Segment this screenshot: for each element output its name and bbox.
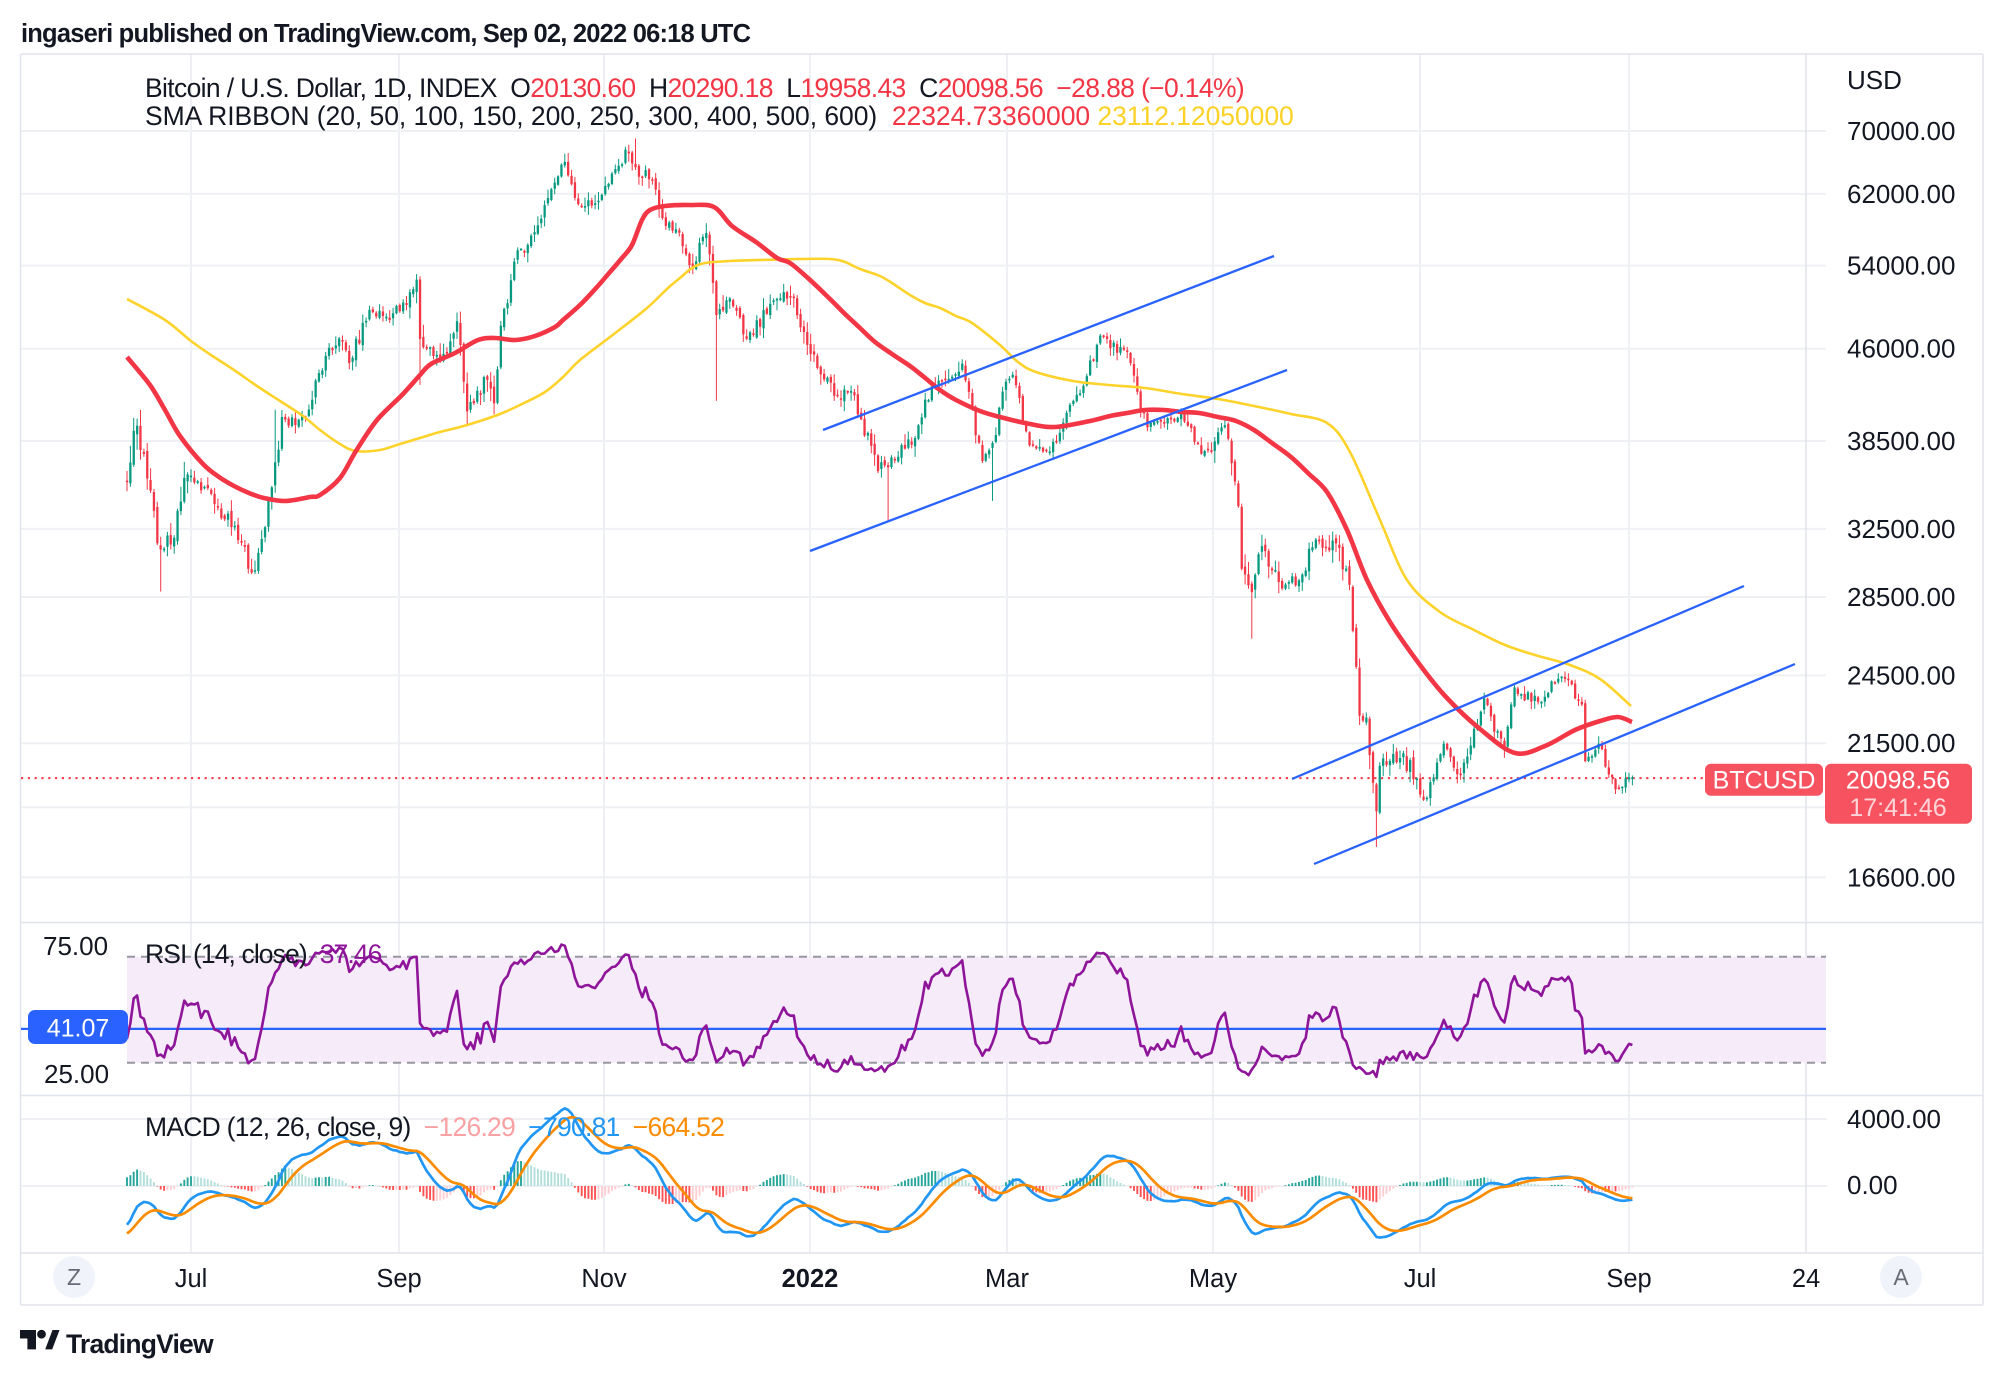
svg-text:28500.00: 28500.00: [1847, 582, 1955, 612]
svg-text:Sep: Sep: [376, 1265, 421, 1293]
svg-text:Bitcoin / U.S. Dollar, 1D, IND: Bitcoin / U.S. Dollar, 1D, INDEX O20130.…: [145, 73, 1244, 103]
svg-text:Jul: Jul: [1404, 1265, 1437, 1293]
svg-text:Jul: Jul: [175, 1265, 208, 1293]
svg-text:SMA RIBBON (20, 50, 100, 150,: SMA RIBBON (20, 50, 100, 150, 200, 250, …: [145, 101, 1294, 131]
svg-text:BTCUSD: BTCUSD: [1713, 767, 1816, 795]
svg-text:17:41:46: 17:41:46: [1849, 794, 1946, 822]
svg-text:21500.00: 21500.00: [1847, 728, 1955, 758]
svg-text:TradingView: TradingView: [66, 1329, 214, 1359]
svg-text:16600.00: 16600.00: [1847, 862, 1955, 892]
svg-text:0.00: 0.00: [1847, 1170, 1898, 1200]
svg-text:24500.00: 24500.00: [1847, 660, 1955, 690]
svg-text:62000.00: 62000.00: [1847, 179, 1955, 209]
svg-text:Mar: Mar: [985, 1265, 1029, 1293]
svg-text:70000.00: 70000.00: [1847, 116, 1955, 146]
svg-text:25.00: 25.00: [44, 1059, 109, 1089]
svg-text:75.00: 75.00: [43, 931, 108, 961]
svg-text:20098.56: 20098.56: [1846, 767, 1950, 795]
svg-text:38500.00: 38500.00: [1847, 426, 1955, 456]
svg-text:32500.00: 32500.00: [1847, 514, 1955, 544]
svg-text:41.07: 41.07: [47, 1015, 110, 1043]
svg-text:Sep: Sep: [1606, 1265, 1651, 1293]
svg-text:USD: USD: [1847, 65, 1902, 95]
svg-text:4000.00: 4000.00: [1847, 1104, 1941, 1134]
svg-text:Nov: Nov: [581, 1265, 627, 1293]
svg-text:46000.00: 46000.00: [1847, 334, 1955, 364]
svg-text:May: May: [1189, 1265, 1237, 1293]
svg-text:Z: Z: [67, 1264, 81, 1290]
svg-text:2022: 2022: [782, 1265, 839, 1293]
svg-text:A: A: [1893, 1264, 1909, 1290]
svg-text:24: 24: [1792, 1265, 1820, 1293]
svg-text:54000.00: 54000.00: [1847, 251, 1955, 281]
svg-text:ingaseri published on TradingV: ingaseri published on TradingView.com, S…: [21, 20, 751, 48]
svg-text:RSI (14, close) 37.46: RSI (14, close) 37.46: [145, 939, 382, 969]
svg-text:MACD (12, 26, close, 9) −126.: MACD (12, 26, close, 9) −126.29 −790.81 …: [145, 1112, 724, 1142]
